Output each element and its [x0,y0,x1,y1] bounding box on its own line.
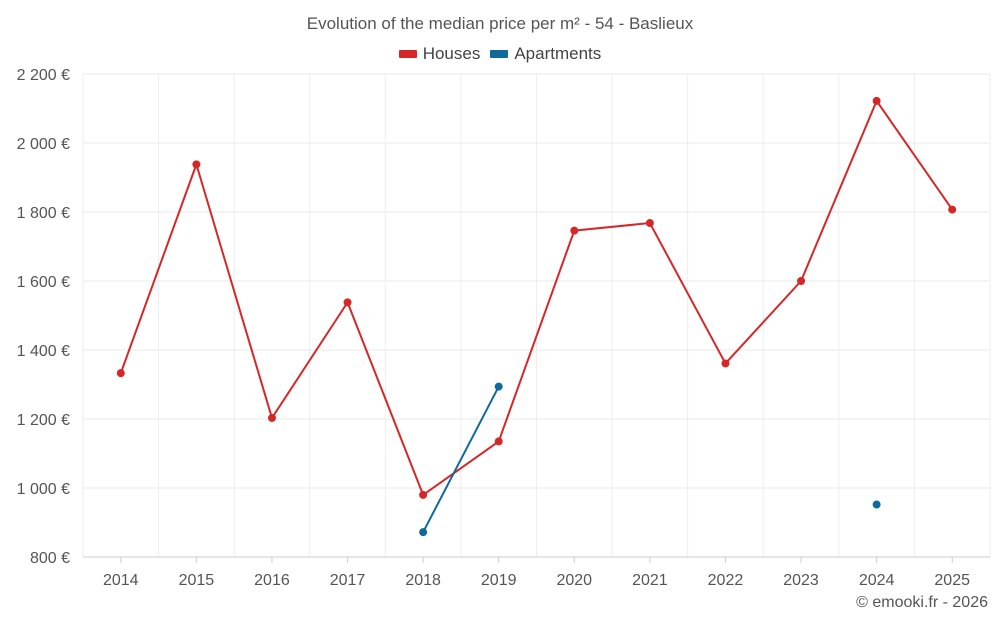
legend-swatch-apartments [490,50,509,58]
x-tick-label: 2024 [859,572,895,589]
legend: Houses Apartments [0,44,1000,64]
y-tick-label: 1 200 € [17,412,70,429]
data-point-houses-2022[interactable] [721,359,730,368]
data-point-apartments-2018[interactable] [419,528,428,537]
y-tick-label: 2 000 € [17,136,70,153]
x-tick-label: 2018 [405,572,441,589]
data-point-houses-2018[interactable] [419,490,428,499]
data-point-houses-2021[interactable] [645,219,654,228]
series-layer [116,96,957,537]
y-tick-label: 800 € [30,550,70,567]
series-line-houses [119,99,954,496]
data-point-houses-2017[interactable] [343,298,352,307]
y-tick-label: 1 600 € [17,274,70,291]
data-point-houses-2015[interactable] [192,160,201,169]
data-point-houses-2024[interactable] [872,96,881,105]
axis-layer: 800 € 1 000 € 1 200 € 1 400 € 1 600 € 1 800 €… [17,67,990,589]
x-tick-label: 2019 [481,572,517,589]
x-tick-label: 2014 [103,572,139,589]
series-line-apartments [422,386,500,533]
y-tick-label: 1 800 € [17,205,70,222]
legend-label-houses: Houses [422,44,481,63]
data-point-houses-2014[interactable] [116,369,125,378]
data-point-houses-2019[interactable] [494,437,503,446]
x-tick-label: 2016 [254,572,290,589]
x-tick-label: 2025 [934,572,970,589]
x-tick-label: 2020 [556,572,592,589]
data-point-houses-2025[interactable] [948,205,957,214]
data-point-houses-2023[interactable] [797,277,806,285]
footer-credit: © emooki.fr - 2026 [856,594,988,611]
grid-layer [82,73,991,557]
legend-item-apartments[interactable]: Apartments [490,44,601,64]
x-tick-label: 2022 [708,572,744,589]
y-tick-label: 2 200 € [17,67,70,84]
data-point-houses-2016[interactable] [267,413,276,422]
chart-title: Evolution of the median price per m² - 5… [306,14,694,33]
legend-swatch-houses [398,50,417,58]
x-tick-label: 2023 [783,572,819,589]
legend-item-houses[interactable]: Houses [398,44,481,64]
data-point-houses-2020[interactable] [570,226,579,235]
y-tick-label: 1 400 € [17,343,70,360]
x-tick-label: 2021 [632,572,668,589]
legend-label-apartments: Apartments [514,44,602,63]
data-point-apartments-2024[interactable] [872,500,881,509]
data-point-apartments-2019[interactable] [494,382,503,391]
x-tick-label: 2017 [330,572,366,589]
x-tick-label: 2015 [179,572,215,589]
y-tick-label: 1 000 € [17,481,70,498]
